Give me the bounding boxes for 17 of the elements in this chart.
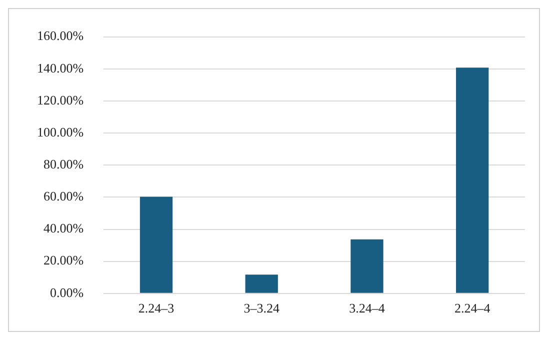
x-tick-label: 2.24–3 <box>138 300 174 316</box>
y-tick-label: 80.00% <box>43 156 84 172</box>
y-tick-label: 160.00% <box>36 28 84 44</box>
y-tick-label: 60.00% <box>43 188 84 204</box>
y-tick-label: 0.00% <box>50 284 84 300</box>
x-tick-label: 3.24–4 <box>349 300 386 316</box>
x-tick-label: 3–3.24 <box>244 300 280 316</box>
x-tick-label: 2.24–4 <box>454 300 491 316</box>
y-tick-label: 40.00% <box>43 220 84 236</box>
y-tick-label: 140.00% <box>36 60 84 76</box>
bar <box>245 274 278 293</box>
y-tick-label: 120.00% <box>36 92 84 108</box>
y-tick-label: 20.00% <box>43 252 84 268</box>
y-tick-label: 100.00% <box>36 124 84 140</box>
bar <box>350 239 384 293</box>
bar <box>140 196 173 293</box>
bar <box>456 68 489 293</box>
